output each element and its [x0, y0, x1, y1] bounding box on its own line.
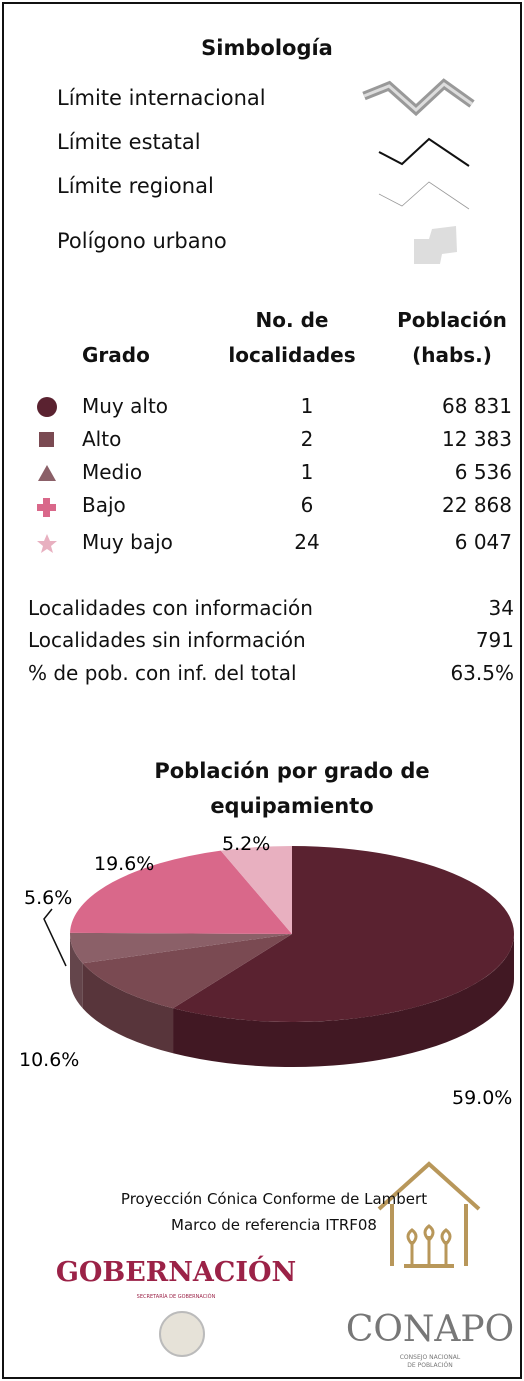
row-pop: 12 383 — [442, 427, 512, 451]
conapo-house — [377, 1161, 481, 1268]
row-pop: 6 536 — [454, 460, 512, 484]
row-grade: Muy alto — [82, 394, 169, 418]
data-label: 59.0% — [452, 1087, 512, 1109]
seal-logo — [159, 1311, 205, 1357]
conapo-people — [406, 1224, 452, 1266]
circle-symbol — [37, 397, 57, 417]
summary-value: 34 — [488, 596, 514, 620]
conapo-logo-sub: CONSEJO NACIONAL — [399, 1354, 461, 1361]
row-count: 2 — [300, 427, 314, 451]
summary-label: Localidades con información — [28, 596, 313, 620]
slice — [220, 846, 292, 934]
summary-label: % de pob. con inf. del total — [28, 661, 297, 685]
row-count: 1 — [300, 394, 314, 418]
symbology-title: Simbología — [201, 36, 333, 60]
table-header: localidades — [228, 343, 356, 367]
row-grade: Medio — [82, 460, 143, 484]
data-label: 5.6% — [24, 887, 72, 909]
intl-line-symbol-core — [363, 82, 473, 113]
row-count: 1 — [300, 460, 314, 484]
table-header: Grado — [82, 343, 150, 367]
leader-line — [43, 908, 67, 967]
square-symbol — [39, 432, 54, 447]
row-grade: Bajo — [82, 493, 126, 517]
row-pop: 22 868 — [442, 493, 512, 517]
slice-side — [82, 963, 174, 1054]
slice-side — [173, 934, 514, 1067]
symbology-item: Polígono urbano — [57, 229, 227, 253]
table-header: No. de — [255, 308, 329, 332]
slice — [69, 932, 292, 964]
slice — [82, 934, 292, 1009]
chart-title: Población por grado de equipamiento — [154, 759, 430, 818]
projection: Proyección Cónica Conforme de Lambert — [120, 1190, 428, 1208]
symbology-item: Límite estatal — [57, 130, 201, 154]
data-label: 19.6% — [94, 853, 154, 875]
table-header: (habs.) — [412, 343, 492, 367]
row-pop: 6 047 — [454, 530, 512, 554]
row-grade: Alto — [82, 427, 122, 451]
gob-logo-text: GOBERNACIÓN — [55, 1257, 297, 1288]
summary-label: Localidades sin información — [28, 628, 306, 652]
symbology-item: Límite internacional — [57, 86, 266, 110]
summary-value: 63.5% — [450, 661, 514, 685]
slice — [173, 846, 514, 1022]
slice — [70, 850, 293, 934]
table-header: Población — [397, 308, 507, 332]
conapo-logo-text: CONAPO — [345, 1309, 515, 1350]
regional-line-symbol — [378, 181, 470, 210]
row-grade: Muy bajo — [82, 530, 173, 554]
row-count: 6 — [300, 493, 314, 517]
symbology-item: Límite regional — [57, 174, 214, 198]
urban-polygon-symbol — [414, 226, 457, 264]
data-label: 5.2% — [222, 833, 270, 855]
plus-symbol — [37, 498, 56, 517]
projection: Marco de referencia ITRF08 — [171, 1216, 377, 1234]
graphics: 59.0% 10.6% 5.6% 19.6% 5.2% — [19, 78, 514, 1357]
slice-side — [70, 934, 83, 1009]
gob-logo-sub: SECRETARÍA DE GOBERNACIÓN — [136, 1294, 216, 1300]
triangle-symbol — [38, 465, 56, 481]
row-count: 24 — [294, 530, 320, 554]
star-symbol — [37, 534, 57, 553]
state-line-symbol — [378, 137, 470, 167]
conapo-logo-sub: DE POBLACIÓN — [407, 1362, 453, 1369]
summary-value: 791 — [475, 628, 514, 652]
row-pop: 68 831 — [442, 394, 512, 418]
data-label: 10.6% — [19, 1049, 79, 1071]
